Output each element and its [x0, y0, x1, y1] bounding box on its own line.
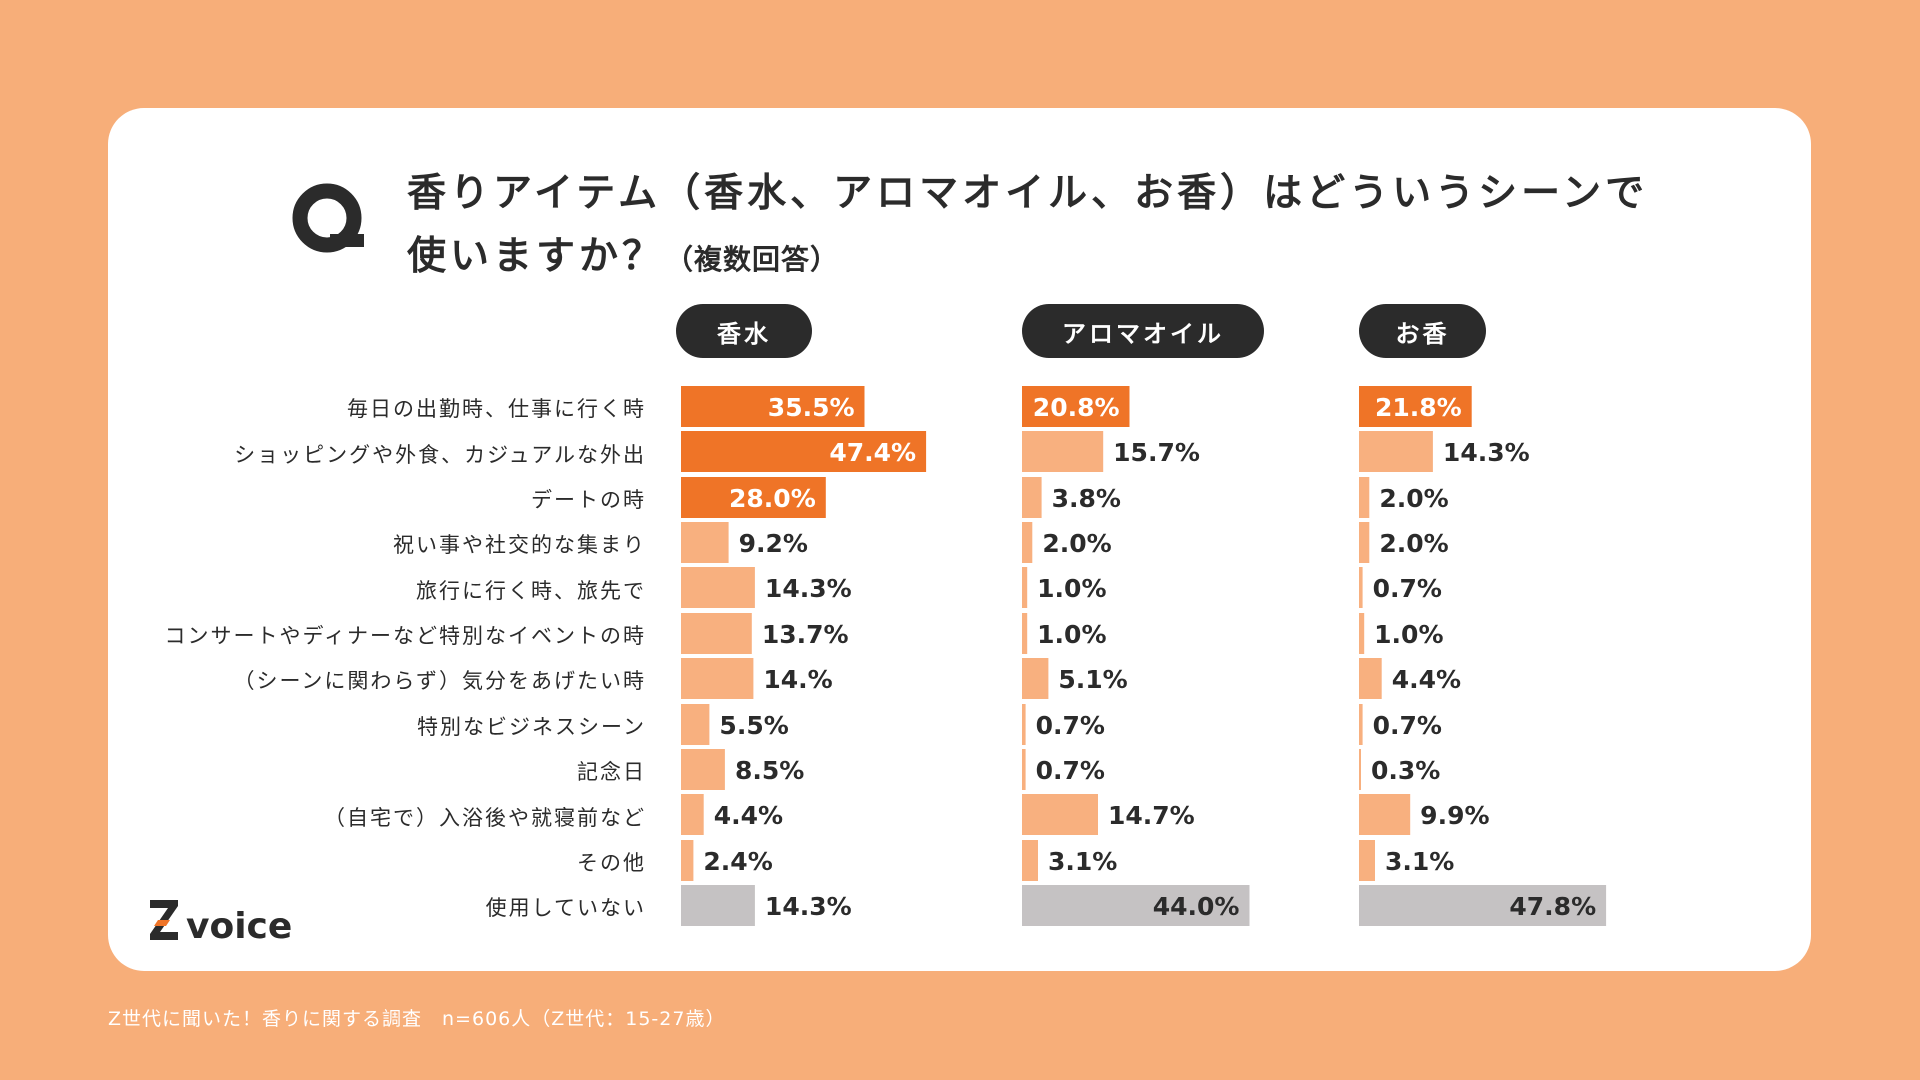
bar-0-8	[681, 749, 725, 790]
data-label-0-10: 2.4%	[703, 847, 772, 876]
data-label-2-0: 21.8%	[1375, 393, 1462, 422]
data-label-0-7: 5.5%	[719, 711, 788, 740]
data-label-1-6: 5.1%	[1058, 665, 1127, 694]
bar-2-6	[1359, 658, 1382, 699]
bar-1-7	[1022, 704, 1026, 745]
data-label-2-8: 0.3%	[1371, 756, 1440, 785]
series-header-incense: お香	[1359, 304, 1486, 358]
bar-0-2	[681, 477, 826, 518]
bar-2-4	[1359, 567, 1363, 608]
data-label-0-0: 35.5%	[768, 393, 855, 422]
category-label: コンサートやディナーなど特別なイベントの時	[164, 624, 646, 648]
bar-1-10	[1022, 840, 1038, 881]
data-label-0-6: 14.%	[763, 665, 832, 694]
data-label-0-11: 14.3%	[765, 892, 852, 921]
data-label-0-9: 4.4%	[714, 801, 783, 830]
data-label-1-4: 1.0%	[1037, 574, 1106, 603]
chart-card	[108, 108, 1811, 971]
bar-1-0	[1022, 386, 1130, 427]
data-label-2-10: 3.1%	[1385, 847, 1454, 876]
category-label: 使用していない	[485, 896, 646, 920]
bar-2-9	[1359, 794, 1411, 835]
bar-1-5	[1022, 613, 1028, 654]
data-label-1-9: 14.7%	[1108, 801, 1195, 830]
bar-0-0	[681, 386, 865, 427]
category-label: 毎日の出勤時、仕事に行く時	[347, 397, 646, 421]
data-label-2-3: 2.0%	[1379, 529, 1448, 558]
data-label-2-11: 47.8%	[1509, 892, 1596, 921]
data-label-1-1: 15.7%	[1113, 438, 1200, 467]
bar-0-11	[681, 885, 755, 926]
data-label-2-5: 1.0%	[1374, 620, 1443, 649]
bar-0-1	[681, 431, 927, 472]
z-voice-logo: voice	[150, 900, 292, 946]
bar-1-1	[1022, 431, 1104, 472]
bar-1-3	[1022, 522, 1033, 563]
bar-2-5	[1359, 613, 1365, 654]
series-header-perfume: 香水	[676, 304, 812, 358]
survey-footer: Z世代に聞いた！香りに関する調査 n=606人（Z世代：15-27歳）	[108, 1008, 726, 1030]
bar-0-10	[681, 840, 694, 881]
data-label-1-3: 2.0%	[1042, 529, 1111, 558]
data-label-2-2: 2.0%	[1379, 484, 1448, 513]
bar-2-3	[1359, 522, 1370, 563]
data-label-0-5: 13.7%	[762, 620, 849, 649]
question-title-sub: （複数回答）	[665, 243, 840, 276]
question-title-main: 使いますか？	[407, 234, 666, 279]
bar-1-11	[1022, 885, 1250, 926]
bar-2-1	[1359, 431, 1433, 472]
bar-1-6	[1022, 658, 1049, 699]
data-label-2-6: 4.4%	[1392, 665, 1461, 694]
data-label-0-1: 47.4%	[829, 438, 916, 467]
bar-0-7	[681, 704, 710, 745]
data-label-1-0: 20.8%	[1033, 393, 1120, 422]
bar-0-3	[681, 522, 729, 563]
data-label-1-10: 3.1%	[1048, 847, 1117, 876]
question-title-line1: 香りアイテム（香水、アロマオイル、お香）はどういうシーンで	[407, 171, 1649, 216]
category-label: ショッピングや外食、カジュアルな外出	[234, 443, 646, 467]
bar-0-4	[681, 567, 755, 608]
data-label-2-1: 14.3%	[1443, 438, 1530, 467]
data-label-0-2: 28.0%	[729, 484, 816, 513]
bar-1-9	[1022, 794, 1098, 835]
bar-2-8	[1359, 749, 1361, 790]
data-label-0-4: 14.3%	[765, 574, 852, 603]
data-label-0-8: 8.5%	[735, 756, 804, 785]
data-label-1-5: 1.0%	[1037, 620, 1106, 649]
question-title-line2: 使いますか？（複数回答）	[407, 225, 839, 281]
data-label-1-11: 44.0%	[1153, 892, 1240, 921]
category-label: 祝い事や社交的な集まり	[393, 533, 646, 557]
bar-0-5	[681, 613, 752, 654]
category-label: その他	[577, 851, 646, 875]
category-label: デートの時	[531, 488, 646, 512]
data-label-1-7: 0.7%	[1036, 711, 1105, 740]
bar-2-0	[1359, 386, 1472, 427]
category-label: 特別なビジネスシーン	[417, 715, 646, 739]
logo-text: voice	[186, 906, 292, 946]
data-label-1-2: 3.8%	[1052, 484, 1121, 513]
bar-0-9	[681, 794, 704, 835]
bar-0-6	[681, 658, 754, 699]
q-logo-icon	[292, 183, 364, 253]
data-label-2-9: 9.9%	[1420, 801, 1489, 830]
data-label-2-4: 0.7%	[1373, 574, 1442, 603]
bar-2-2	[1359, 477, 1370, 518]
bar-1-4	[1022, 567, 1028, 608]
data-label-1-8: 0.7%	[1036, 756, 1105, 785]
bar-2-7	[1359, 704, 1363, 745]
data-label-2-7: 0.7%	[1373, 711, 1442, 740]
category-label: （自宅で）入浴後や就寝前など	[324, 806, 646, 830]
series-header-aroma-oil: アロマオイル	[1022, 304, 1264, 358]
category-label: 旅行に行く時、旅先で	[416, 579, 646, 603]
bar-1-8	[1022, 749, 1026, 790]
bar-2-10	[1359, 840, 1375, 881]
bar-1-2	[1022, 477, 1042, 518]
category-label: （シーンに関わらず）気分をあげたい時	[233, 669, 646, 693]
category-label: 記念日	[577, 760, 646, 784]
bar-2-11	[1359, 885, 1607, 926]
data-label-0-3: 9.2%	[739, 529, 808, 558]
